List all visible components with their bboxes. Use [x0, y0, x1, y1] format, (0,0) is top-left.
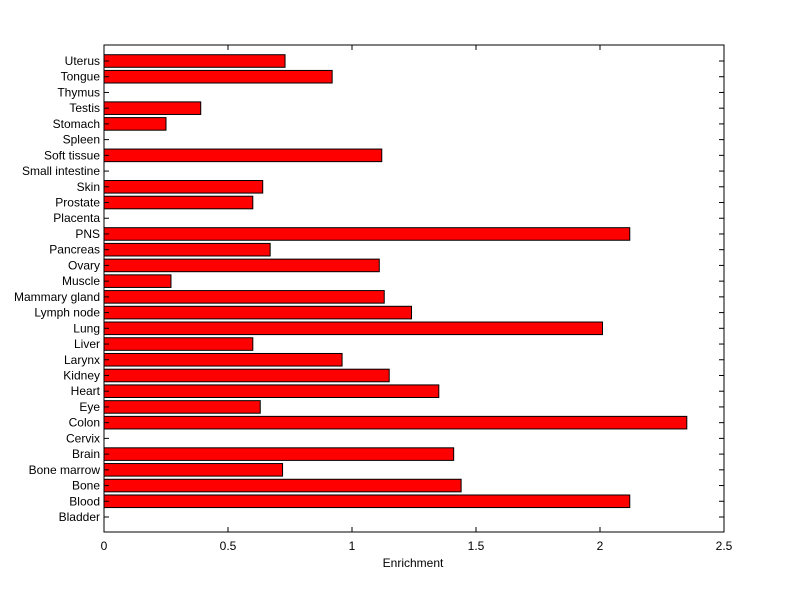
y-tick-label: Stomach	[53, 117, 100, 131]
y-tick-label: Soft tissue	[44, 148, 100, 162]
bar-lymph-node	[103, 305, 413, 320]
y-tick-label: Liver	[74, 337, 100, 351]
x-tick-label: 1.5	[468, 539, 485, 553]
y-tick-label: Colon	[69, 416, 100, 430]
y-tick-label: Prostate	[55, 196, 100, 210]
bar-mammary-gland	[103, 290, 385, 304]
bar-colon	[103, 415, 688, 430]
bar-heart	[103, 384, 440, 398]
bar-soft-tissue	[103, 148, 383, 163]
bar-ovary	[103, 258, 380, 273]
bar-blood	[103, 494, 631, 509]
plot-area-frame	[103, 44, 725, 533]
y-tick-label: Ovary	[68, 258, 100, 272]
bar-tongue	[103, 69, 333, 84]
y-tick-label: Lymph node	[34, 306, 100, 320]
y-tick-label: Mammary gland	[14, 290, 100, 304]
y-tick-label: Small intestine	[22, 164, 100, 178]
y-tick-label: Bone	[72, 479, 100, 493]
x-tick-label: 0.5	[220, 539, 237, 553]
y-tick-label: Lung	[73, 321, 100, 335]
bars-group	[103, 54, 688, 509]
x-axis-label: Enrichment	[383, 556, 444, 570]
y-tick-label: Larynx	[64, 353, 100, 367]
x-tick-labels: 0 0.5 1 1.5 2 2.5	[101, 539, 733, 553]
y-tick-label: Bladder	[59, 510, 100, 524]
y-tick-label: Cervix	[66, 431, 100, 445]
y-tick-label: Testis	[69, 101, 100, 115]
bar-liver	[103, 337, 254, 351]
y-tick-label: Uterus	[65, 54, 100, 68]
bar-lung	[103, 321, 603, 336]
bar-pns	[103, 227, 631, 241]
y-tick-label: Brain	[72, 447, 100, 461]
bar-brain	[103, 447, 455, 461]
x-tick-label: 1	[349, 539, 356, 553]
bar-uterus	[103, 54, 286, 68]
y-tick-label: Placenta	[53, 211, 100, 225]
y-tick-label: Blood	[69, 494, 100, 508]
y-tick-label: Muscle	[62, 274, 100, 288]
y-tick-label: Tongue	[61, 70, 101, 84]
y-tick-label: Eye	[79, 400, 100, 414]
bar-prostate	[103, 195, 254, 210]
bar-stomach	[103, 117, 167, 131]
bar-muscle	[103, 274, 172, 288]
bar-eye	[103, 400, 261, 414]
y-tick-label: Kidney	[63, 368, 100, 382]
bar-pancreas	[103, 242, 271, 257]
y-tick-label: Heart	[71, 384, 101, 398]
x-tick-label: 2.5	[716, 539, 733, 553]
bar-bone	[103, 478, 462, 493]
x-tick-label: 2	[597, 539, 604, 553]
y-tick-label: Pancreas	[49, 243, 100, 257]
bar-bone-marrow	[103, 463, 284, 477]
x-tick-label: 0	[101, 539, 108, 553]
y-tick-label: Skin	[77, 180, 100, 194]
y-tick-label: PNS	[75, 227, 100, 241]
bar-skin	[103, 180, 264, 194]
y-tick-label: Spleen	[63, 133, 100, 147]
bar-larynx	[103, 352, 343, 367]
bar-testis	[103, 101, 202, 115]
bar-kidney	[103, 368, 390, 383]
y-tick-label: Thymus	[57, 85, 100, 99]
y-tick-label: Bone marrow	[29, 463, 101, 477]
